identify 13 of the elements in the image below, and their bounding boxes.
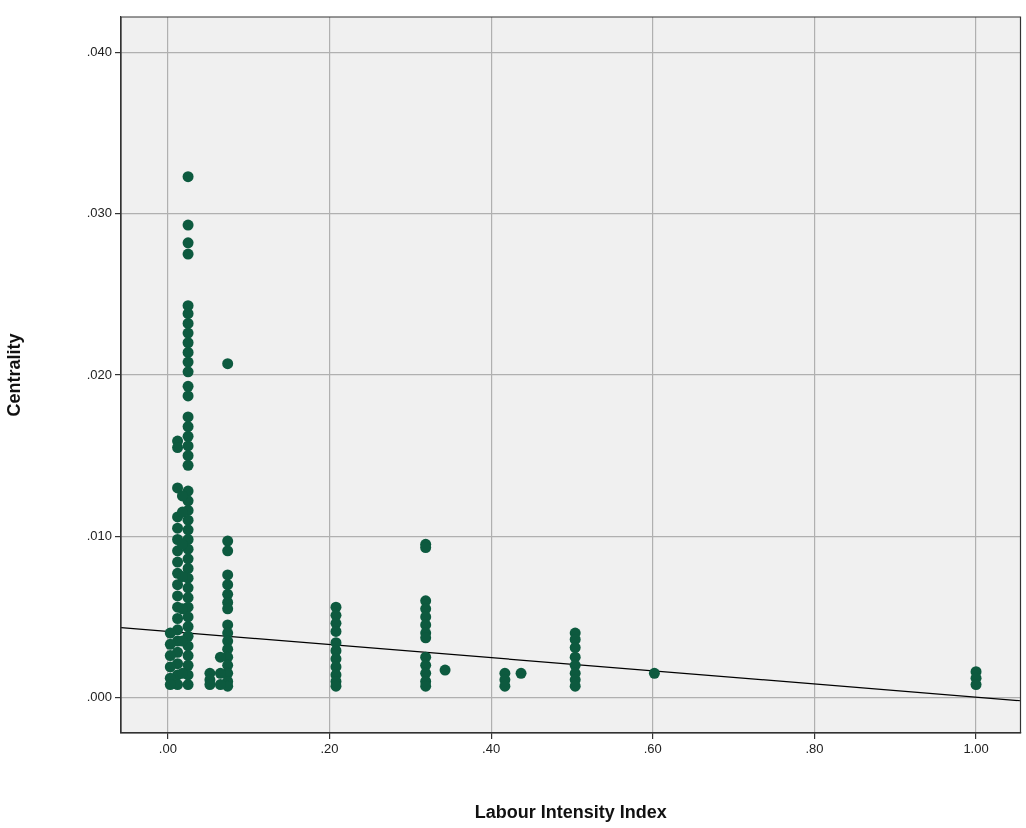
x-axis-title: Labour Intensity Index <box>474 802 667 823</box>
x-tick-label: 1.00 <box>963 741 989 757</box>
x-tick-label: .40 <box>482 741 501 757</box>
y-tick-label: .040 <box>86 44 112 60</box>
x-tick-label: .80 <box>805 741 824 757</box>
y-tick-label: .010 <box>86 527 112 543</box>
y-tick-label: .020 <box>86 366 112 382</box>
y-axis-title: Centrality <box>3 333 24 417</box>
y-tick-label: .000 <box>86 689 112 705</box>
x-tick-label: .20 <box>320 741 339 757</box>
y-tick-label: .030 <box>86 205 112 221</box>
x-tick-label: .00 <box>158 741 177 757</box>
x-tick-label: .60 <box>643 741 662 757</box>
